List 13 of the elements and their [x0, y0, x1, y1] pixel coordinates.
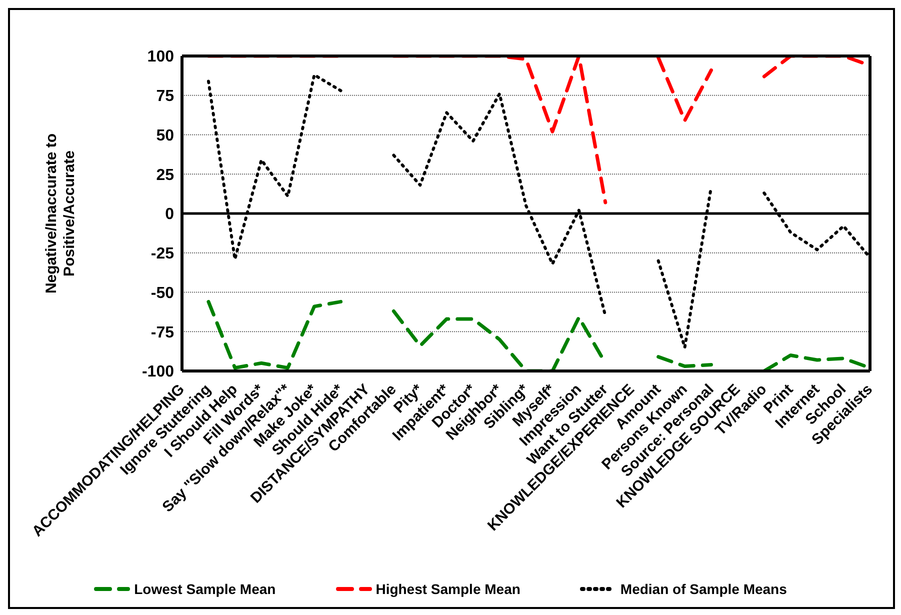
y-tick-label: -25: [150, 246, 174, 263]
y-tick-label: 75: [156, 88, 174, 106]
legend-label: Highest Sample Mean: [374, 581, 520, 597]
legend-label: Median of Sample Means: [619, 581, 787, 597]
y-tick-label: -50: [150, 284, 174, 302]
y-tick-label: 25: [156, 166, 174, 184]
y-tick-label: 0: [165, 206, 174, 224]
legend-label: Lowest Sample Mean: [133, 581, 276, 597]
y-tick-label: 50: [156, 127, 174, 144]
y-tick-label: -75: [150, 324, 174, 342]
y-tick-label: -100: [142, 364, 174, 381]
y-axis-title: Negative/Inaccurate to Positive/Accurate: [43, 133, 78, 294]
y-tick-label: 100: [147, 48, 174, 66]
